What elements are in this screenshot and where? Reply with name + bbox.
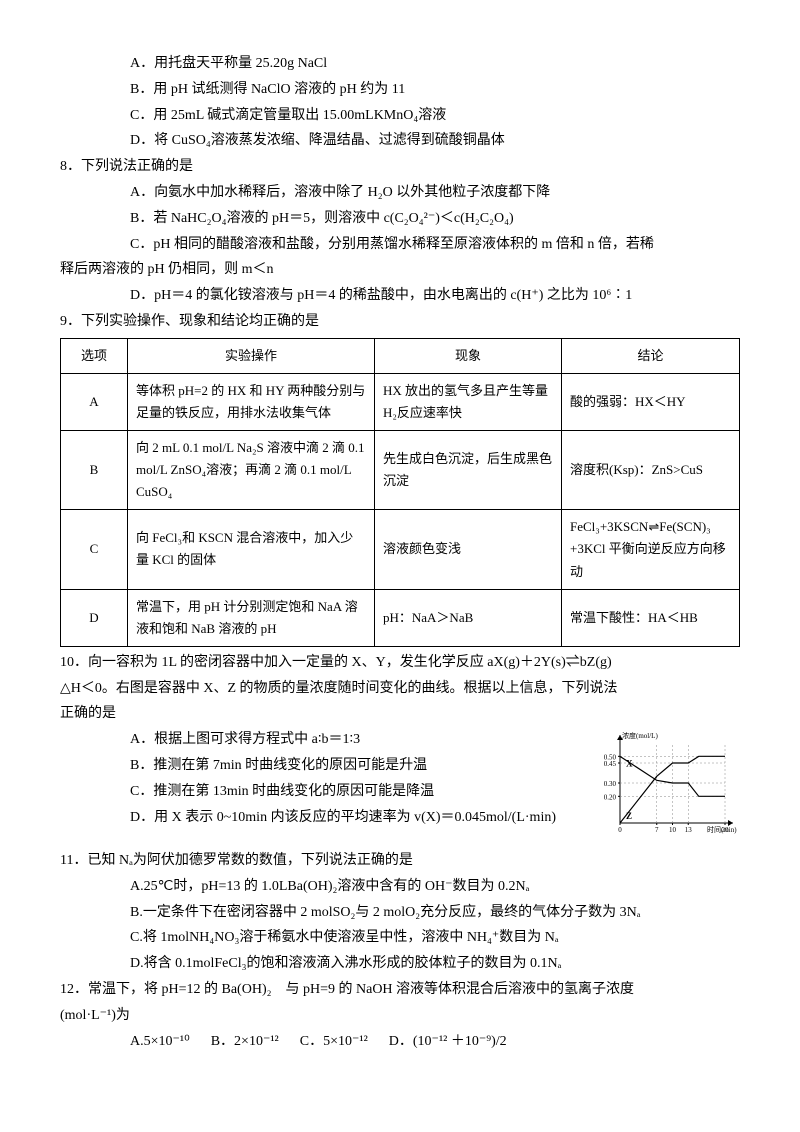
q8-opt-c2: 释后两溶液的 pH 仍相同，则 m＜n	[60, 258, 740, 282]
q9-c-opt: C	[61, 510, 128, 589]
q12-options: A.5×10⁻¹⁰ B．2×10⁻¹² C．5×10⁻¹² D．(10⁻¹² ＋…	[60, 1030, 740, 1054]
q12-opt-c: C．5×10⁻¹²	[300, 1034, 368, 1049]
q12-opt-a: A.5×10⁻¹⁰	[130, 1034, 190, 1049]
q8-opt-d: D．pH＝4 的氯化铵溶液与 pH＝4 的稀盐酸中，由水电离出的 c(H⁺) 之…	[60, 284, 740, 308]
q9-d-ph: pH：NaA＞NaB	[375, 589, 562, 646]
svg-text:时间(min): 时间(min)	[707, 825, 737, 834]
q7-opt-b: B．用 pH 试纸测得 NaClO 溶液的 pH 约为 11	[60, 78, 740, 102]
q12-opt-b: B．2×10⁻¹²	[211, 1034, 279, 1049]
q9-d-con: 常温下酸性：HA＜HB	[562, 589, 740, 646]
svg-text:0.30: 0.30	[604, 780, 617, 788]
svg-text:7: 7	[655, 826, 659, 834]
q9-b-opt: B	[61, 431, 128, 510]
q9-d-op: 常温下，用 pH 计分别测定饱和 NaA 溶液和饱和 NaB 溶液的 pH	[128, 589, 375, 646]
q9-b-ph: 先生成白色沉淀，后生成黑色沉淀	[375, 431, 562, 510]
q9-c-op: 向 FeCl₃和 KSCN 混合溶液中，加入少量 KCl 的固体	[128, 510, 375, 589]
q12-stem2: (mol·L⁻¹)为	[60, 1004, 740, 1028]
q9-stem: 9．下列实验操作、现象和结论均正确的是	[60, 310, 740, 334]
svg-text:0.20: 0.20	[604, 794, 617, 802]
q11-stem: 11．已知 Nₐ为阿伏加德罗常数的数值，下列说法正确的是	[60, 849, 740, 873]
q10-stem3: 正确的是	[60, 702, 740, 726]
svg-text:13: 13	[685, 826, 693, 834]
q7-opt-a: A．用托盘天平称量 25.20g NaCl	[60, 52, 740, 76]
q8-stem: 8．下列说法正确的是	[60, 155, 740, 179]
q9-head-2: 现象	[375, 338, 562, 373]
q8-opt-c: C．pH 相同的醋酸溶液和盐酸，分别用蒸馏水稀释至原溶液体积的 m 倍和 n 倍…	[60, 233, 740, 257]
q9-b-con: 溶度积(Ksp)：ZnS>CuS	[562, 431, 740, 510]
q9-head-0: 选项	[61, 338, 128, 373]
q9-table: 选项 实验操作 现象 结论 A 等体积 pH=2 的 HX 和 HY 两种酸分别…	[60, 338, 740, 647]
q9-c-con: FeCl₃+3KSCN⇌Fe(SCN)₃ +3KCl 平衡向逆反应方向移动	[562, 510, 740, 589]
q8-opt-a: A．向氨水中加水稀释后，溶液中除了 H₂O 以外其他粒子浓度都下降	[60, 181, 740, 205]
q12-stem1: 12．常温下，将 pH=12 的 Ba(OH)₂ 与 pH=9 的 NaOH 溶…	[60, 978, 740, 1002]
q9-a-ph: HX 放出的氢气多且产生等量 H₂反应速率快	[375, 373, 562, 430]
q9-a-opt: A	[61, 373, 128, 430]
q7-opt-c: C．用 25mL 碱式滴定管量取出 15.00mLKMnO₄溶液	[60, 104, 740, 128]
q12-opt-d: D．(10⁻¹² ＋10⁻⁹)/2	[389, 1034, 507, 1049]
svg-text:10: 10	[669, 826, 677, 834]
svg-text:浓度(mol/L): 浓度(mol/L)	[622, 731, 658, 740]
q11-opt-a: A.25℃时，pH=13 的 1.0LBa(OH)₂溶液中含有的 OH⁻数目为 …	[60, 875, 740, 899]
table-row: B 向 2 mL 0.1 mol/L Na₂S 溶液中滴 2 滴 0.1 mol…	[61, 431, 740, 510]
svg-text:X: X	[626, 759, 633, 769]
q11-opt-c: C.将 1molNH₄NO₃溶于稀氨水中使溶液呈中性，溶液中 NH₄⁺数目为 N…	[60, 926, 740, 950]
svg-text:Z: Z	[626, 811, 632, 821]
q9-head-1: 实验操作	[128, 338, 375, 373]
q11-opt-d: D.将含 0.1molFeCl₃的饱和溶液滴入沸水形成的胶体粒子的数目为 0.1…	[60, 952, 740, 976]
q10-stem2: △H＜0。右图是容器中 X、Z 的物质的量浓度随时间变化的曲线。根据以上信息，下…	[60, 677, 740, 701]
q11-opt-b: B.一定条件下在密闭容器中 2 molSO₂与 2 molO₂充分反应，最终的气…	[60, 901, 740, 925]
q9-c-ph: 溶液颜色变浅	[375, 510, 562, 589]
q10-chart: 0.200.300.450.5007101320XZ浓度(mol/L)时间(mi…	[590, 728, 740, 847]
table-row: D 常温下，用 pH 计分别测定饱和 NaA 溶液和饱和 NaB 溶液的 pH …	[61, 589, 740, 646]
q10-stem1: 10．向一容积为 1L 的密闭容器中加入一定量的 X、Y，发生化学反应 aX(g…	[60, 651, 740, 675]
q9-head-3: 结论	[562, 338, 740, 373]
q8-opt-b: B．若 NaHC₂O₄溶液的 pH＝5，则溶液中 c(C₂O₄²⁻)＜c(H₂C…	[60, 207, 740, 231]
svg-text:0.50: 0.50	[604, 754, 617, 762]
table-row: C 向 FeCl₃和 KSCN 混合溶液中，加入少量 KCl 的固体 溶液颜色变…	[61, 510, 740, 589]
q9-a-op: 等体积 pH=2 的 HX 和 HY 两种酸分别与足量的铁反应，用排水法收集气体	[128, 373, 375, 430]
q9-d-opt: D	[61, 589, 128, 646]
table-row: A 等体积 pH=2 的 HX 和 HY 两种酸分别与足量的铁反应，用排水法收集…	[61, 373, 740, 430]
q7-opt-d: D．将 CuSO₄溶液蒸发浓缩、降温结晶、过滤得到硫酸铜晶体	[60, 129, 740, 153]
svg-text:0: 0	[618, 826, 622, 834]
q9-b-op: 向 2 mL 0.1 mol/L Na₂S 溶液中滴 2 滴 0.1 mol/L…	[128, 431, 375, 510]
q9-a-con: 酸的强弱：HX＜HY	[562, 373, 740, 430]
